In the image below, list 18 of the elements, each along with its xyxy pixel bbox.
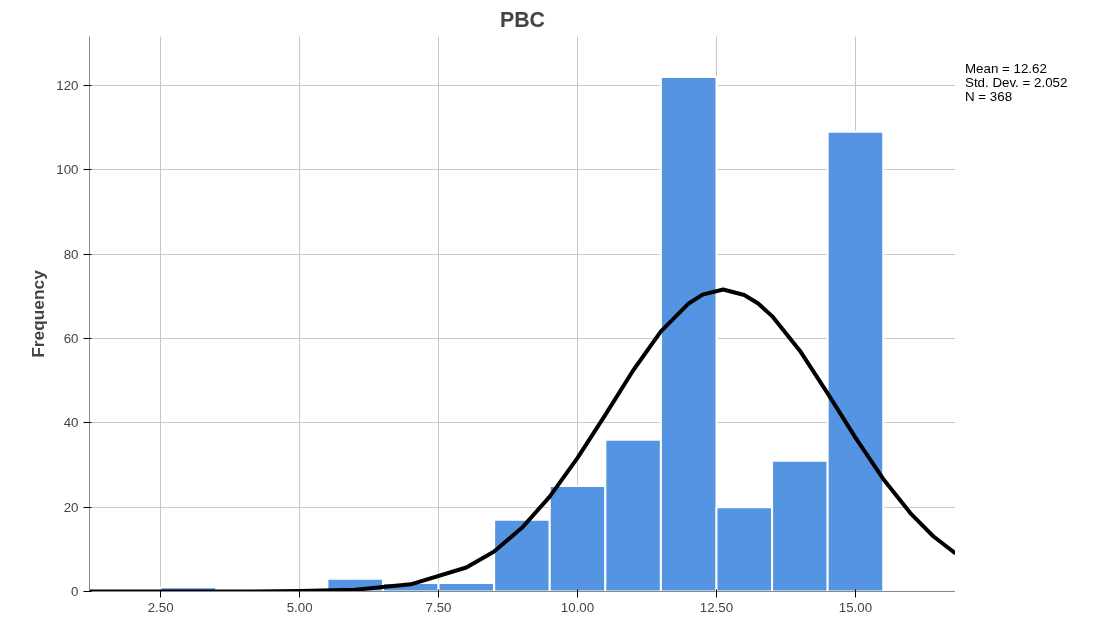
text: Mean = 12.62: [965, 61, 1047, 76]
x-tick-label: 15.00: [838, 599, 873, 615]
text: Std. Dev. = 2.052: [965, 74, 1068, 90]
y-tick-label: 40: [63, 415, 79, 431]
x-tick-label: 2.50: [147, 599, 174, 615]
y-axis-title: Frequency: [28, 269, 49, 358]
x-tick-label: 5.00: [286, 599, 313, 615]
y-tick-label: 100: [56, 162, 79, 178]
x-tick-label: 10.00: [560, 599, 595, 615]
text: N = 368: [965, 88, 1013, 104]
x-tick-label: 7.50: [425, 599, 452, 615]
y-tick-label: 80: [63, 246, 79, 262]
chart-title: PBC: [499, 7, 546, 32]
y-tick-label: 0: [71, 584, 79, 599]
y-tick-label: 20: [63, 499, 79, 515]
y-tick-label: 120: [56, 77, 79, 93]
y-tick-label: 60: [63, 330, 79, 346]
x-tick-label: 12.50: [699, 599, 734, 615]
